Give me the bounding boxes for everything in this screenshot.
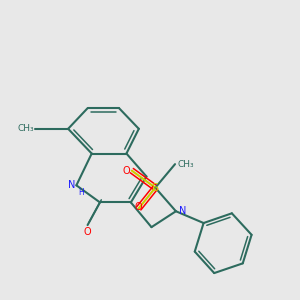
Text: CH₃: CH₃: [17, 124, 34, 133]
Text: H: H: [78, 188, 84, 196]
Text: O: O: [123, 166, 130, 176]
Text: N: N: [179, 206, 186, 216]
Text: O: O: [84, 226, 92, 237]
Text: N: N: [68, 180, 75, 190]
Text: CH₃: CH₃: [178, 160, 195, 169]
Text: O: O: [135, 202, 142, 212]
Text: S: S: [152, 183, 159, 193]
